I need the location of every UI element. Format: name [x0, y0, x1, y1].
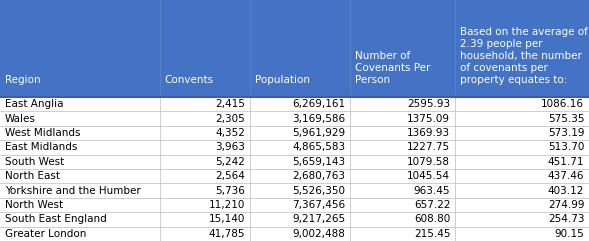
Text: 1375.09: 1375.09: [407, 114, 450, 124]
Text: 5,526,350: 5,526,350: [292, 186, 345, 196]
Text: 451.71: 451.71: [548, 157, 584, 167]
Text: Yorkshire and the Humber: Yorkshire and the Humber: [5, 186, 140, 196]
FancyBboxPatch shape: [0, 126, 589, 140]
Text: Wales: Wales: [5, 114, 35, 124]
Text: North West: North West: [5, 200, 63, 210]
Text: 437.46: 437.46: [548, 171, 584, 181]
Text: West Midlands: West Midlands: [5, 128, 80, 138]
Text: 2,415: 2,415: [216, 99, 245, 109]
FancyBboxPatch shape: [0, 111, 589, 126]
Text: 5,961,929: 5,961,929: [292, 128, 345, 138]
Text: 6,269,161: 6,269,161: [292, 99, 345, 109]
Text: Population: Population: [254, 75, 310, 85]
Text: 403.12: 403.12: [548, 186, 584, 196]
Text: Region: Region: [5, 75, 40, 85]
Text: 1369.93: 1369.93: [407, 128, 450, 138]
Text: 274.99: 274.99: [548, 200, 584, 210]
Text: 215.45: 215.45: [414, 229, 450, 239]
Text: 2,680,763: 2,680,763: [292, 171, 345, 181]
Text: 254.73: 254.73: [548, 214, 584, 224]
Text: 1227.75: 1227.75: [407, 142, 450, 152]
Text: 9,002,488: 9,002,488: [292, 229, 345, 239]
FancyBboxPatch shape: [0, 169, 589, 183]
Text: 2595.93: 2595.93: [407, 99, 450, 109]
Text: 15,140: 15,140: [209, 214, 245, 224]
FancyBboxPatch shape: [0, 0, 589, 97]
Text: 41,785: 41,785: [209, 229, 245, 239]
FancyBboxPatch shape: [0, 140, 589, 154]
Text: 657.22: 657.22: [414, 200, 450, 210]
Text: East Midlands: East Midlands: [5, 142, 77, 152]
Text: 9,217,265: 9,217,265: [292, 214, 345, 224]
Text: East Anglia: East Anglia: [5, 99, 63, 109]
Text: 1045.54: 1045.54: [407, 171, 450, 181]
Text: 5,242: 5,242: [216, 157, 245, 167]
Text: 4,352: 4,352: [216, 128, 245, 138]
FancyBboxPatch shape: [0, 183, 589, 198]
FancyBboxPatch shape: [0, 154, 589, 169]
Text: 3,963: 3,963: [216, 142, 245, 152]
Text: 2,305: 2,305: [216, 114, 245, 124]
Text: North East: North East: [5, 171, 59, 181]
Text: 11,210: 11,210: [209, 200, 245, 210]
Text: South West: South West: [5, 157, 64, 167]
Text: 5,736: 5,736: [216, 186, 245, 196]
Text: 963.45: 963.45: [414, 186, 450, 196]
Text: 513.70: 513.70: [548, 142, 584, 152]
Text: Based on the average of
2.39 people per
household, the number
of covenants per
p: Based on the average of 2.39 people per …: [459, 27, 588, 85]
FancyBboxPatch shape: [0, 198, 589, 212]
Text: Number of
Covenants Per
Person: Number of Covenants Per Person: [355, 51, 430, 85]
Text: 573.19: 573.19: [548, 128, 584, 138]
FancyBboxPatch shape: [0, 97, 589, 111]
Text: 575.35: 575.35: [548, 114, 584, 124]
Text: Convents: Convents: [165, 75, 214, 85]
Text: 90.15: 90.15: [554, 229, 584, 239]
Text: 3,169,586: 3,169,586: [292, 114, 345, 124]
Text: South East England: South East England: [5, 214, 107, 224]
Text: 1079.58: 1079.58: [407, 157, 450, 167]
Text: Greater London: Greater London: [5, 229, 86, 239]
Text: 7,367,456: 7,367,456: [292, 200, 345, 210]
FancyBboxPatch shape: [0, 212, 589, 227]
FancyBboxPatch shape: [0, 227, 589, 241]
Text: 5,659,143: 5,659,143: [292, 157, 345, 167]
Text: 4,865,583: 4,865,583: [292, 142, 345, 152]
Text: 2,564: 2,564: [216, 171, 245, 181]
Text: 1086.16: 1086.16: [541, 99, 584, 109]
Text: 608.80: 608.80: [414, 214, 450, 224]
